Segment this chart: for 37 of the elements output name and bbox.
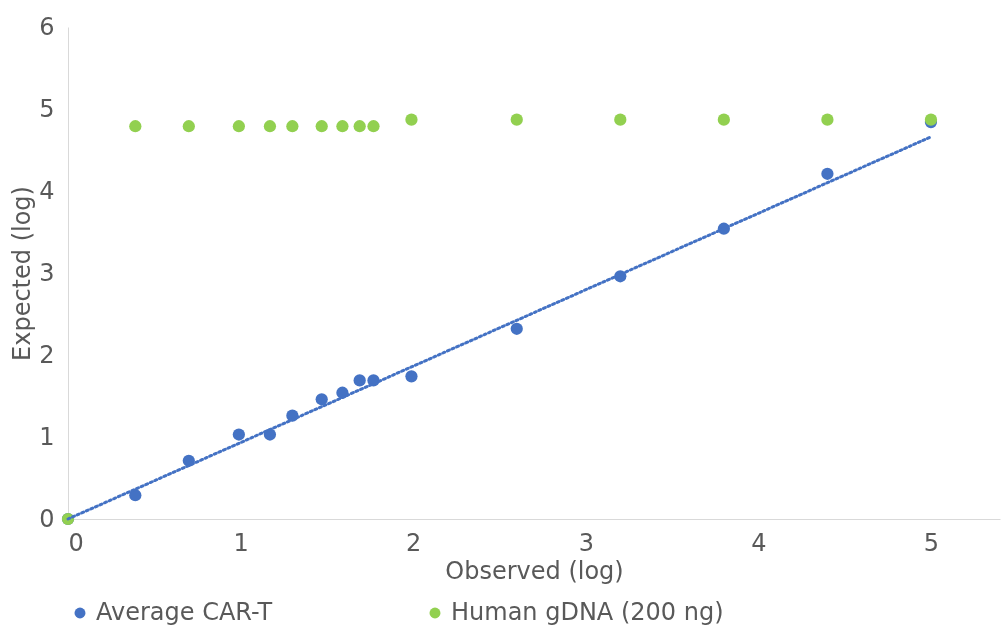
x-tick-label: 1 bbox=[233, 528, 249, 557]
x-axis-title: Observed (log) bbox=[445, 556, 624, 585]
legend-label: Average CAR-T bbox=[96, 598, 273, 626]
y-tick-label: 3 bbox=[39, 258, 55, 287]
y-tick-label: 2 bbox=[39, 340, 55, 369]
x-tick-label: 0 bbox=[68, 528, 84, 557]
y-tick-label: 5 bbox=[39, 94, 55, 123]
y-tick-label: 1 bbox=[39, 422, 55, 451]
x-tick-label: 4 bbox=[751, 528, 767, 557]
point bbox=[510, 322, 523, 335]
point bbox=[614, 113, 627, 126]
point bbox=[821, 167, 834, 180]
point bbox=[263, 120, 277, 133]
x-tick-label: 5 bbox=[923, 528, 940, 557]
point bbox=[232, 428, 245, 441]
point bbox=[367, 120, 380, 133]
x-tick-label: 3 bbox=[578, 528, 594, 557]
y-tick-label: 6 bbox=[39, 12, 55, 41]
point bbox=[405, 370, 418, 383]
point bbox=[315, 393, 328, 406]
point bbox=[821, 113, 834, 126]
y-tick-label: 4 bbox=[39, 176, 55, 205]
point bbox=[129, 120, 142, 133]
y-tick-label: 0 bbox=[39, 504, 55, 533]
point bbox=[510, 113, 523, 126]
legend-label: Human gDNA (200 ng) bbox=[451, 598, 724, 626]
point bbox=[232, 120, 245, 133]
x-tick-label: 2 bbox=[406, 528, 422, 557]
point bbox=[336, 120, 349, 133]
point bbox=[182, 120, 195, 133]
y-axis-title: Expected (log) bbox=[8, 186, 37, 361]
point bbox=[315, 120, 328, 133]
point bbox=[405, 113, 418, 126]
point bbox=[286, 120, 299, 133]
point bbox=[353, 374, 366, 387]
point bbox=[353, 120, 366, 133]
point bbox=[717, 113, 730, 126]
